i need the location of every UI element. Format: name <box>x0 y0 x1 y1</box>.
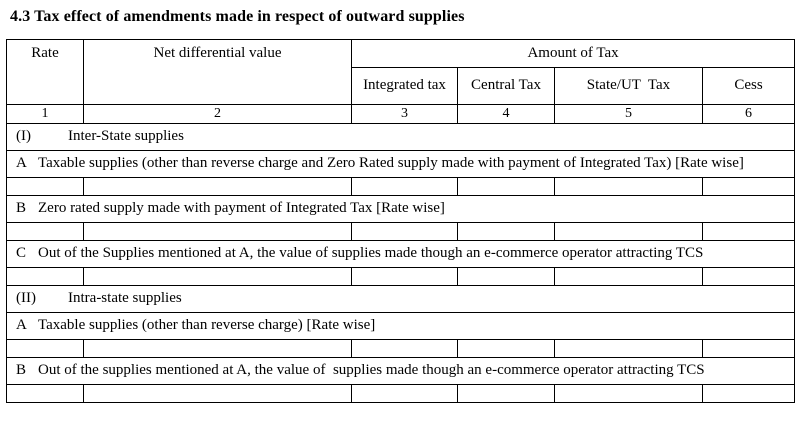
item-prefix: B <box>16 200 27 217</box>
column-number-row: 1 2 3 4 5 6 <box>6 103 796 125</box>
net-differential-value-cell <box>83 267 352 287</box>
cess-cell <box>701 267 796 287</box>
central-tax-cell <box>457 177 555 197</box>
item-label: Out of the Supplies mentioned at A, the … <box>38 245 704 262</box>
item-label-cell: B Zero rated supply made with payment of … <box>5 195 796 224</box>
integrated-tax-cell <box>351 222 458 242</box>
cess-cell <box>701 177 796 197</box>
section-label-cell: (II) Intra-state supplies <box>5 285 796 314</box>
item-prefix: A <box>16 317 27 334</box>
central-tax-cell <box>457 384 555 404</box>
data-row-empty <box>6 339 796 359</box>
section-prefix: (I) <box>16 128 31 145</box>
state-ut-tax-cell <box>554 177 703 197</box>
item-row-zero-rated-supply: B Zero rated supply made with payment of … <box>5 195 796 224</box>
col-header-cess: Cess <box>701 67 796 105</box>
net-differential-value-cell <box>83 222 352 242</box>
column-number-6: 6 <box>701 103 796 125</box>
col-header-rate: Rate <box>6 39 84 105</box>
section-row-intra-state-supplies: (II) Intra-state supplies <box>5 285 796 314</box>
column-number-3: 3 <box>351 103 458 125</box>
state-ut-tax-cell <box>554 267 703 287</box>
cess-cell <box>701 339 796 359</box>
col-header-central-tax: Central Tax <box>457 67 555 105</box>
section-label-cell: (I) Inter-State supplies <box>5 123 796 152</box>
integrated-tax-cell <box>351 384 458 404</box>
item-label: Taxable supplies (other than reverse cha… <box>38 155 744 172</box>
net-differential-value-cell <box>83 384 352 404</box>
column-number-5: 5 <box>554 103 703 125</box>
integrated-tax-cell <box>351 267 458 287</box>
item-row-taxable-supplies-intrastate: A Taxable supplies (other than reverse ch… <box>5 312 796 341</box>
tax-effect-table: Rate Net differential value Amount of Ta… <box>5 39 796 404</box>
data-row-empty <box>6 222 796 242</box>
item-row-ecommerce-tcs-interstate: C Out of the Supplies mentioned at A, the… <box>5 240 796 269</box>
data-row-empty <box>6 384 796 404</box>
integrated-tax-cell <box>351 177 458 197</box>
rate-cell <box>6 339 84 359</box>
item-label-cell: B Out of the supplies mentioned at A, the… <box>5 357 796 386</box>
state-ut-tax-cell <box>554 339 703 359</box>
column-number-1: 1 <box>6 103 84 125</box>
item-label: Taxable supplies (other than reverse cha… <box>38 317 376 334</box>
item-label: Zero rated supply made with payment of I… <box>38 200 445 217</box>
central-tax-cell <box>457 339 555 359</box>
column-number-2: 2 <box>83 103 352 125</box>
item-prefix: C <box>16 245 27 262</box>
col-header-state-ut-tax: State/UT Tax <box>554 67 703 105</box>
net-differential-value-cell <box>83 177 352 197</box>
rate-cell <box>6 222 84 242</box>
rate-cell <box>6 384 84 404</box>
item-prefix: B <box>16 362 27 379</box>
page-title: 4.3 Tax effect of amendments made in res… <box>10 8 465 25</box>
net-differential-value-cell <box>83 339 352 359</box>
section-row-inter-state-supplies: (I) Inter-State supplies <box>5 123 796 152</box>
data-row-empty <box>6 177 796 197</box>
item-row-ecommerce-tcs-intrastate: B Out of the supplies mentioned at A, the… <box>5 357 796 386</box>
header-row-2: Integrated tax Central Tax State/UT Tax … <box>7 67 796 105</box>
item-prefix: A <box>16 155 27 172</box>
col-header-amount-of-tax: Amount of Tax <box>350 39 796 68</box>
item-label-cell: A Taxable supplies (other than reverse ch… <box>5 312 796 341</box>
section-label: Inter-State supplies <box>68 128 184 145</box>
item-row-taxable-supplies-interstate: A Taxable supplies (other than reverse ch… <box>5 150 796 179</box>
col-header-net-differential-value: Net differential value <box>83 39 352 105</box>
item-label-cell: C Out of the Supplies mentioned at A, the… <box>5 240 796 269</box>
data-row-empty <box>6 267 796 287</box>
state-ut-tax-cell <box>554 384 703 404</box>
item-label-cell: A Taxable supplies (other than reverse ch… <box>5 150 796 179</box>
section-label: Intra-state supplies <box>68 290 182 307</box>
cess-cell <box>701 384 796 404</box>
cess-cell <box>701 222 796 242</box>
integrated-tax-cell <box>351 339 458 359</box>
central-tax-cell <box>457 267 555 287</box>
item-label: Out of the supplies mentioned at A, the … <box>38 362 705 379</box>
central-tax-cell <box>457 222 555 242</box>
rate-cell <box>6 177 84 197</box>
column-number-4: 4 <box>457 103 555 125</box>
col-header-integrated-tax: Integrated tax <box>351 67 458 105</box>
header-row-1: Rate Net differential value Amount of Ta… <box>6 39 796 105</box>
state-ut-tax-cell <box>554 222 703 242</box>
rate-cell <box>6 267 84 287</box>
section-prefix: (II) <box>16 290 36 307</box>
